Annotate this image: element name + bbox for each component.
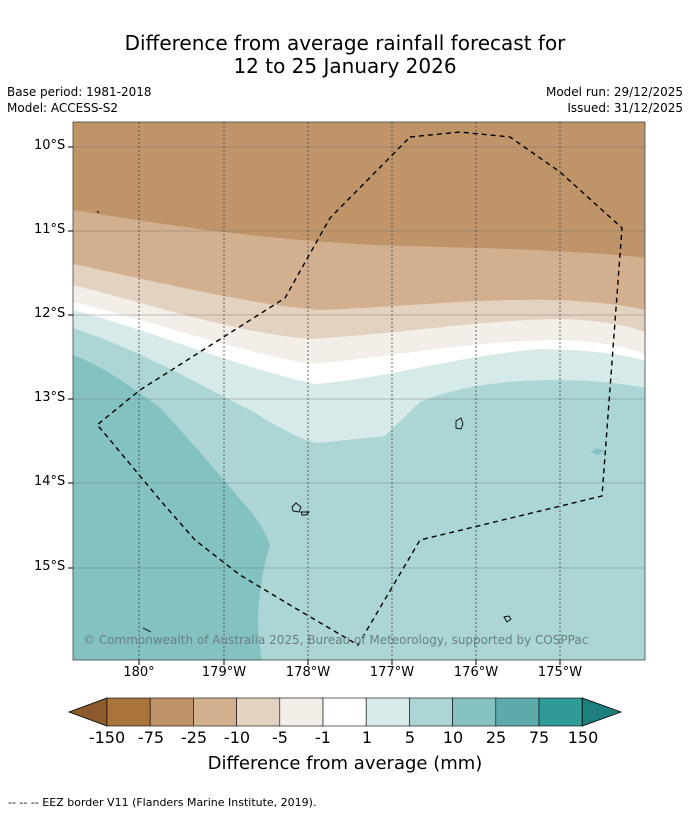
island-small-east — [591, 448, 604, 455]
map-title-line1: Difference from average rainfall forecas… — [124, 31, 566, 55]
legend-tick-plus10: 10 — [442, 728, 464, 747]
legend-swatch-2 — [193, 697, 237, 727]
legend-swatch-5 — [322, 697, 367, 727]
lat-label-10s: 10°S — [34, 138, 66, 153]
legend-tick-plus150: 150 — [567, 728, 599, 747]
legend-swatch-10 — [538, 697, 583, 727]
legend-title: Difference from average (mm) — [207, 753, 483, 774]
lat-label-12s: 12°S — [34, 306, 66, 321]
islands — [96, 210, 512, 633]
legend-tick-plus5: 5 — [404, 728, 416, 747]
lon-label-176w: 176°W — [453, 665, 499, 680]
legend-tick-minus75: -75 — [137, 728, 165, 747]
lat-label-15s: 15°S — [34, 559, 66, 574]
lat-label-13s: 13°S — [34, 390, 66, 405]
legend-tick-plus1: 1 — [361, 728, 373, 747]
lon-label-180: 180° — [123, 665, 155, 680]
lon-label-175w: 175°W — [537, 665, 583, 680]
legend-tick-plus75: 75 — [528, 728, 550, 747]
legend-low-extend-arrow — [67, 697, 108, 727]
legend-tick-minus5: -5 — [272, 728, 288, 747]
band-plus10 — [73, 355, 270, 660]
legend-tick-minus1: -1 — [315, 728, 331, 747]
legend-swatch-1 — [149, 697, 194, 727]
lon-label-179w: 179°W — [201, 665, 247, 680]
legend-swatch-3 — [236, 697, 281, 727]
map-frame — [72, 121, 646, 661]
tick-marks — [68, 146, 561, 665]
legend-tick-plus25: 25 — [485, 728, 507, 747]
colorbar — [67, 697, 623, 727]
lat-label-11s: 11°S — [34, 222, 66, 237]
eez-border — [95, 131, 623, 646]
rainfall-anomaly-map — [73, 122, 645, 660]
map-title-line2: 12 to 25 January 2026 — [233, 54, 457, 78]
eez-footnote: -- -- -- EEZ border V11 (Flanders Marine… — [8, 796, 317, 809]
copyright-notice: © Commonwealth of Australia 2025, Bureau… — [83, 633, 589, 647]
legend-swatch-8 — [452, 697, 497, 727]
legend-tick-minus25: -25 — [180, 728, 208, 747]
legend-swatch-9 — [495, 697, 540, 727]
model-name: Model: ACCESS-S2 — [7, 101, 119, 115]
legend-swatch-4 — [279, 697, 324, 727]
lon-label-178w: 178°W — [285, 665, 331, 680]
legend-tick-minus150: -150 — [88, 728, 126, 747]
issued-date: Issued: 31/12/2025 — [567, 101, 683, 115]
legend-high-extend-arrow — [581, 697, 623, 727]
legend-swatch-6 — [365, 697, 410, 727]
legend-swatch-0 — [106, 697, 151, 727]
legend-tick-minus10: -10 — [223, 728, 251, 747]
legend-swatch-7 — [409, 697, 453, 727]
model-run: Model run: 29/12/2025 — [545, 85, 683, 99]
lon-label-177w: 177°W — [369, 665, 415, 680]
lat-label-14s: 14°S — [34, 474, 66, 489]
base-period: Base period: 1981-2018 — [7, 85, 152, 99]
latitude-lines — [73, 146, 645, 569]
graticule — [138, 122, 561, 660]
